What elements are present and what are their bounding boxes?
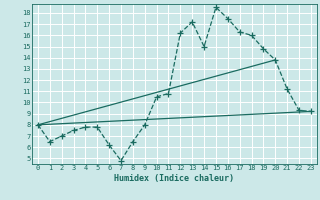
X-axis label: Humidex (Indice chaleur): Humidex (Indice chaleur) [115,174,234,183]
